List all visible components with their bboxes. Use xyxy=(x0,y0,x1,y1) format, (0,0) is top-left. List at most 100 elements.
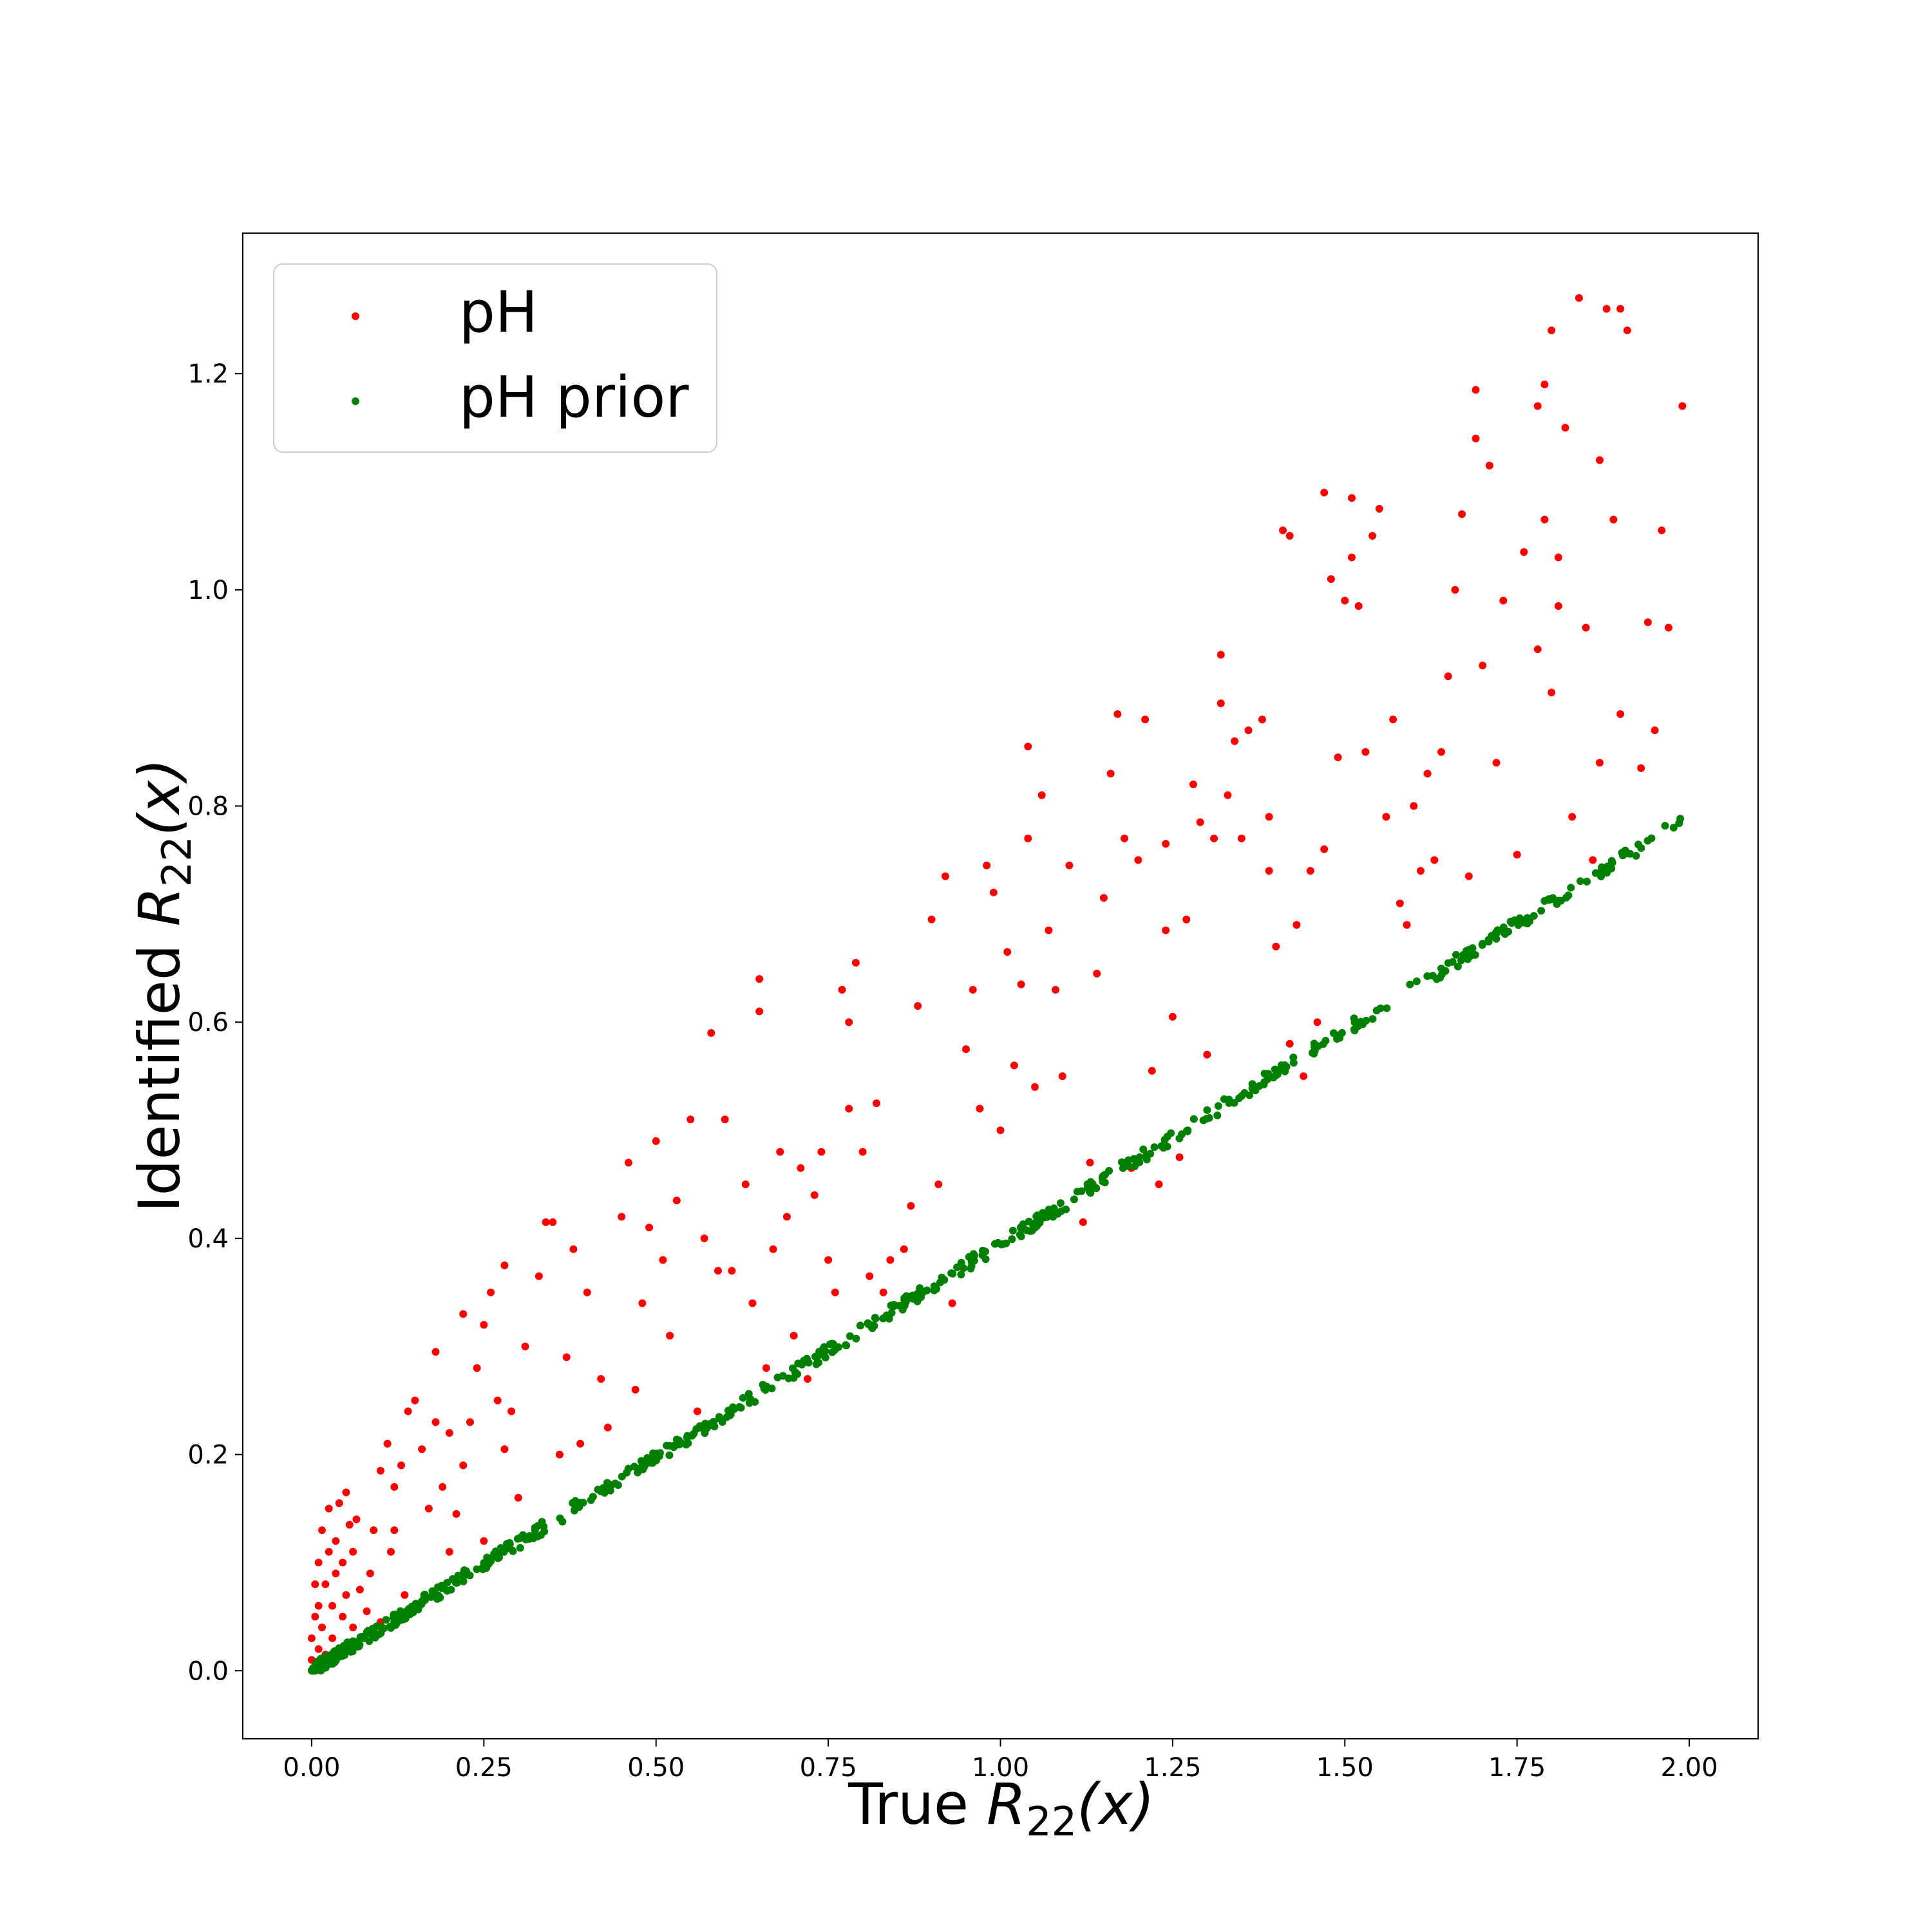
data-point-ph-prior xyxy=(811,1352,819,1361)
data-point-ph xyxy=(1472,386,1480,394)
data-point-ph-prior xyxy=(1189,1115,1198,1123)
data-point-ph xyxy=(342,1591,350,1599)
data-point-ph-prior xyxy=(1255,1082,1264,1090)
data-point-ph xyxy=(776,1148,784,1156)
data-point-ph xyxy=(1210,834,1218,842)
data-point-ph xyxy=(370,1526,378,1535)
data-point-ph-prior xyxy=(437,1581,446,1589)
data-point-ph xyxy=(418,1445,426,1454)
x-axis-ticks: 0.00 0.25 0.50 0.75 1.00 1.25 1.50 1.75 2.00 xyxy=(283,1739,1718,1783)
data-point-ph xyxy=(332,1569,340,1578)
data-point-ph-prior xyxy=(1544,895,1553,904)
data-point-ph xyxy=(549,1218,557,1226)
data-point-ph xyxy=(1037,791,1046,799)
x-axis-label-subscript: 22 xyxy=(1026,1798,1077,1845)
data-point-ph-prior xyxy=(1146,1150,1155,1158)
y-tick-label: 1.2 xyxy=(187,359,229,389)
data-point-ph xyxy=(851,958,860,967)
data-point-ph xyxy=(390,1482,399,1491)
data-point-ph xyxy=(332,1537,340,1545)
data-point-ph-prior xyxy=(1676,815,1685,823)
data-point-ph xyxy=(487,1288,495,1296)
x-tick-label: 0.75 xyxy=(800,1753,857,1783)
data-point-ph xyxy=(1065,861,1074,869)
data-point-ph xyxy=(900,1245,908,1253)
data-point-ph xyxy=(1520,548,1528,556)
data-point-ph-prior xyxy=(1607,864,1616,873)
data-point-ph-prior xyxy=(614,1481,622,1490)
data-point-ph-prior xyxy=(798,1360,806,1368)
data-point-ph-prior xyxy=(1637,844,1645,852)
data-point-ph xyxy=(797,1164,805,1172)
data-point-ph-prior xyxy=(1030,1224,1039,1232)
data-point-ph-prior xyxy=(828,1348,837,1356)
data-point-ph xyxy=(466,1418,474,1426)
data-point-ph xyxy=(866,1272,874,1280)
data-point-ph-prior xyxy=(936,1278,944,1287)
data-point-ph-prior xyxy=(1464,945,1473,954)
data-point-ph xyxy=(376,1466,384,1475)
series-ph xyxy=(307,294,1687,1664)
data-point-ph xyxy=(1113,710,1122,718)
data-point-ph xyxy=(1010,1061,1018,1070)
data-point-ph-prior xyxy=(454,1571,462,1580)
data-point-ph xyxy=(1540,380,1549,388)
data-point-ph-prior xyxy=(641,1461,649,1469)
data-point-ph-prior xyxy=(665,1451,674,1459)
data-point-ph xyxy=(983,861,991,869)
y-tick-label: 0.0 xyxy=(187,1656,229,1686)
data-point-ph xyxy=(1533,402,1542,410)
data-point-ph xyxy=(969,985,977,994)
data-point-ph xyxy=(1437,748,1446,756)
data-point-ph-prior xyxy=(1350,1014,1358,1023)
data-point-ph xyxy=(404,1407,412,1416)
data-point-ph xyxy=(927,915,936,923)
y-axis-label-symbol: R xyxy=(126,887,193,926)
data-point-ph xyxy=(976,1104,984,1113)
data-point-ph-prior xyxy=(726,1410,735,1419)
plot-area xyxy=(307,294,1687,1675)
data-point-ph-prior xyxy=(442,1586,451,1595)
data-point-ph xyxy=(1258,715,1266,724)
data-point-ph xyxy=(339,1613,347,1621)
data-point-ph-prior xyxy=(1289,1053,1298,1061)
data-point-ph-prior xyxy=(930,1286,938,1294)
data-point-ph-prior xyxy=(359,1633,367,1641)
data-point-ph-prior xyxy=(1338,1028,1346,1037)
data-point-ph-prior xyxy=(683,1432,692,1440)
x-tick-label: 1.75 xyxy=(1488,1753,1546,1783)
data-point-ph-prior xyxy=(1036,1218,1044,1227)
data-point-ph xyxy=(941,872,949,880)
data-point-ph-prior xyxy=(1220,1095,1228,1103)
data-point-ph xyxy=(325,1548,333,1556)
legend-label-ph: pH xyxy=(459,279,538,345)
data-point-ph xyxy=(1300,1072,1308,1081)
data-point-ph xyxy=(1168,1012,1177,1021)
data-point-ph xyxy=(1334,753,1342,762)
data-point-ph-prior xyxy=(1124,1159,1132,1167)
data-point-ph-prior xyxy=(377,1623,386,1631)
data-point-ph-prior xyxy=(652,1450,661,1458)
x-tick-label: 0.50 xyxy=(627,1753,685,1783)
data-point-ph-prior xyxy=(1018,1226,1026,1234)
data-point-ph xyxy=(1155,1180,1163,1188)
data-point-ph-prior xyxy=(533,1533,542,1541)
data-point-ph-prior xyxy=(761,1386,770,1394)
data-point-ph xyxy=(1244,726,1253,735)
data-point-ph-prior xyxy=(540,1522,548,1531)
data-point-ph-prior xyxy=(791,1368,799,1376)
data-point-ph xyxy=(1368,531,1377,540)
data-point-ph-prior xyxy=(1008,1235,1016,1244)
data-point-ph-prior xyxy=(341,1649,349,1657)
data-point-ph xyxy=(431,1348,440,1356)
data-point-ph xyxy=(386,1548,395,1556)
data-point-ph xyxy=(1410,802,1418,810)
data-point-ph xyxy=(1224,791,1232,799)
data-point-ph xyxy=(1354,602,1363,611)
data-point-ph xyxy=(858,1148,867,1156)
data-point-ph xyxy=(480,1321,488,1329)
data-point-ph-prior xyxy=(1163,1132,1171,1141)
data-point-ph xyxy=(1492,759,1501,767)
data-point-ph-prior xyxy=(1238,1092,1246,1100)
data-point-ph xyxy=(335,1499,343,1508)
